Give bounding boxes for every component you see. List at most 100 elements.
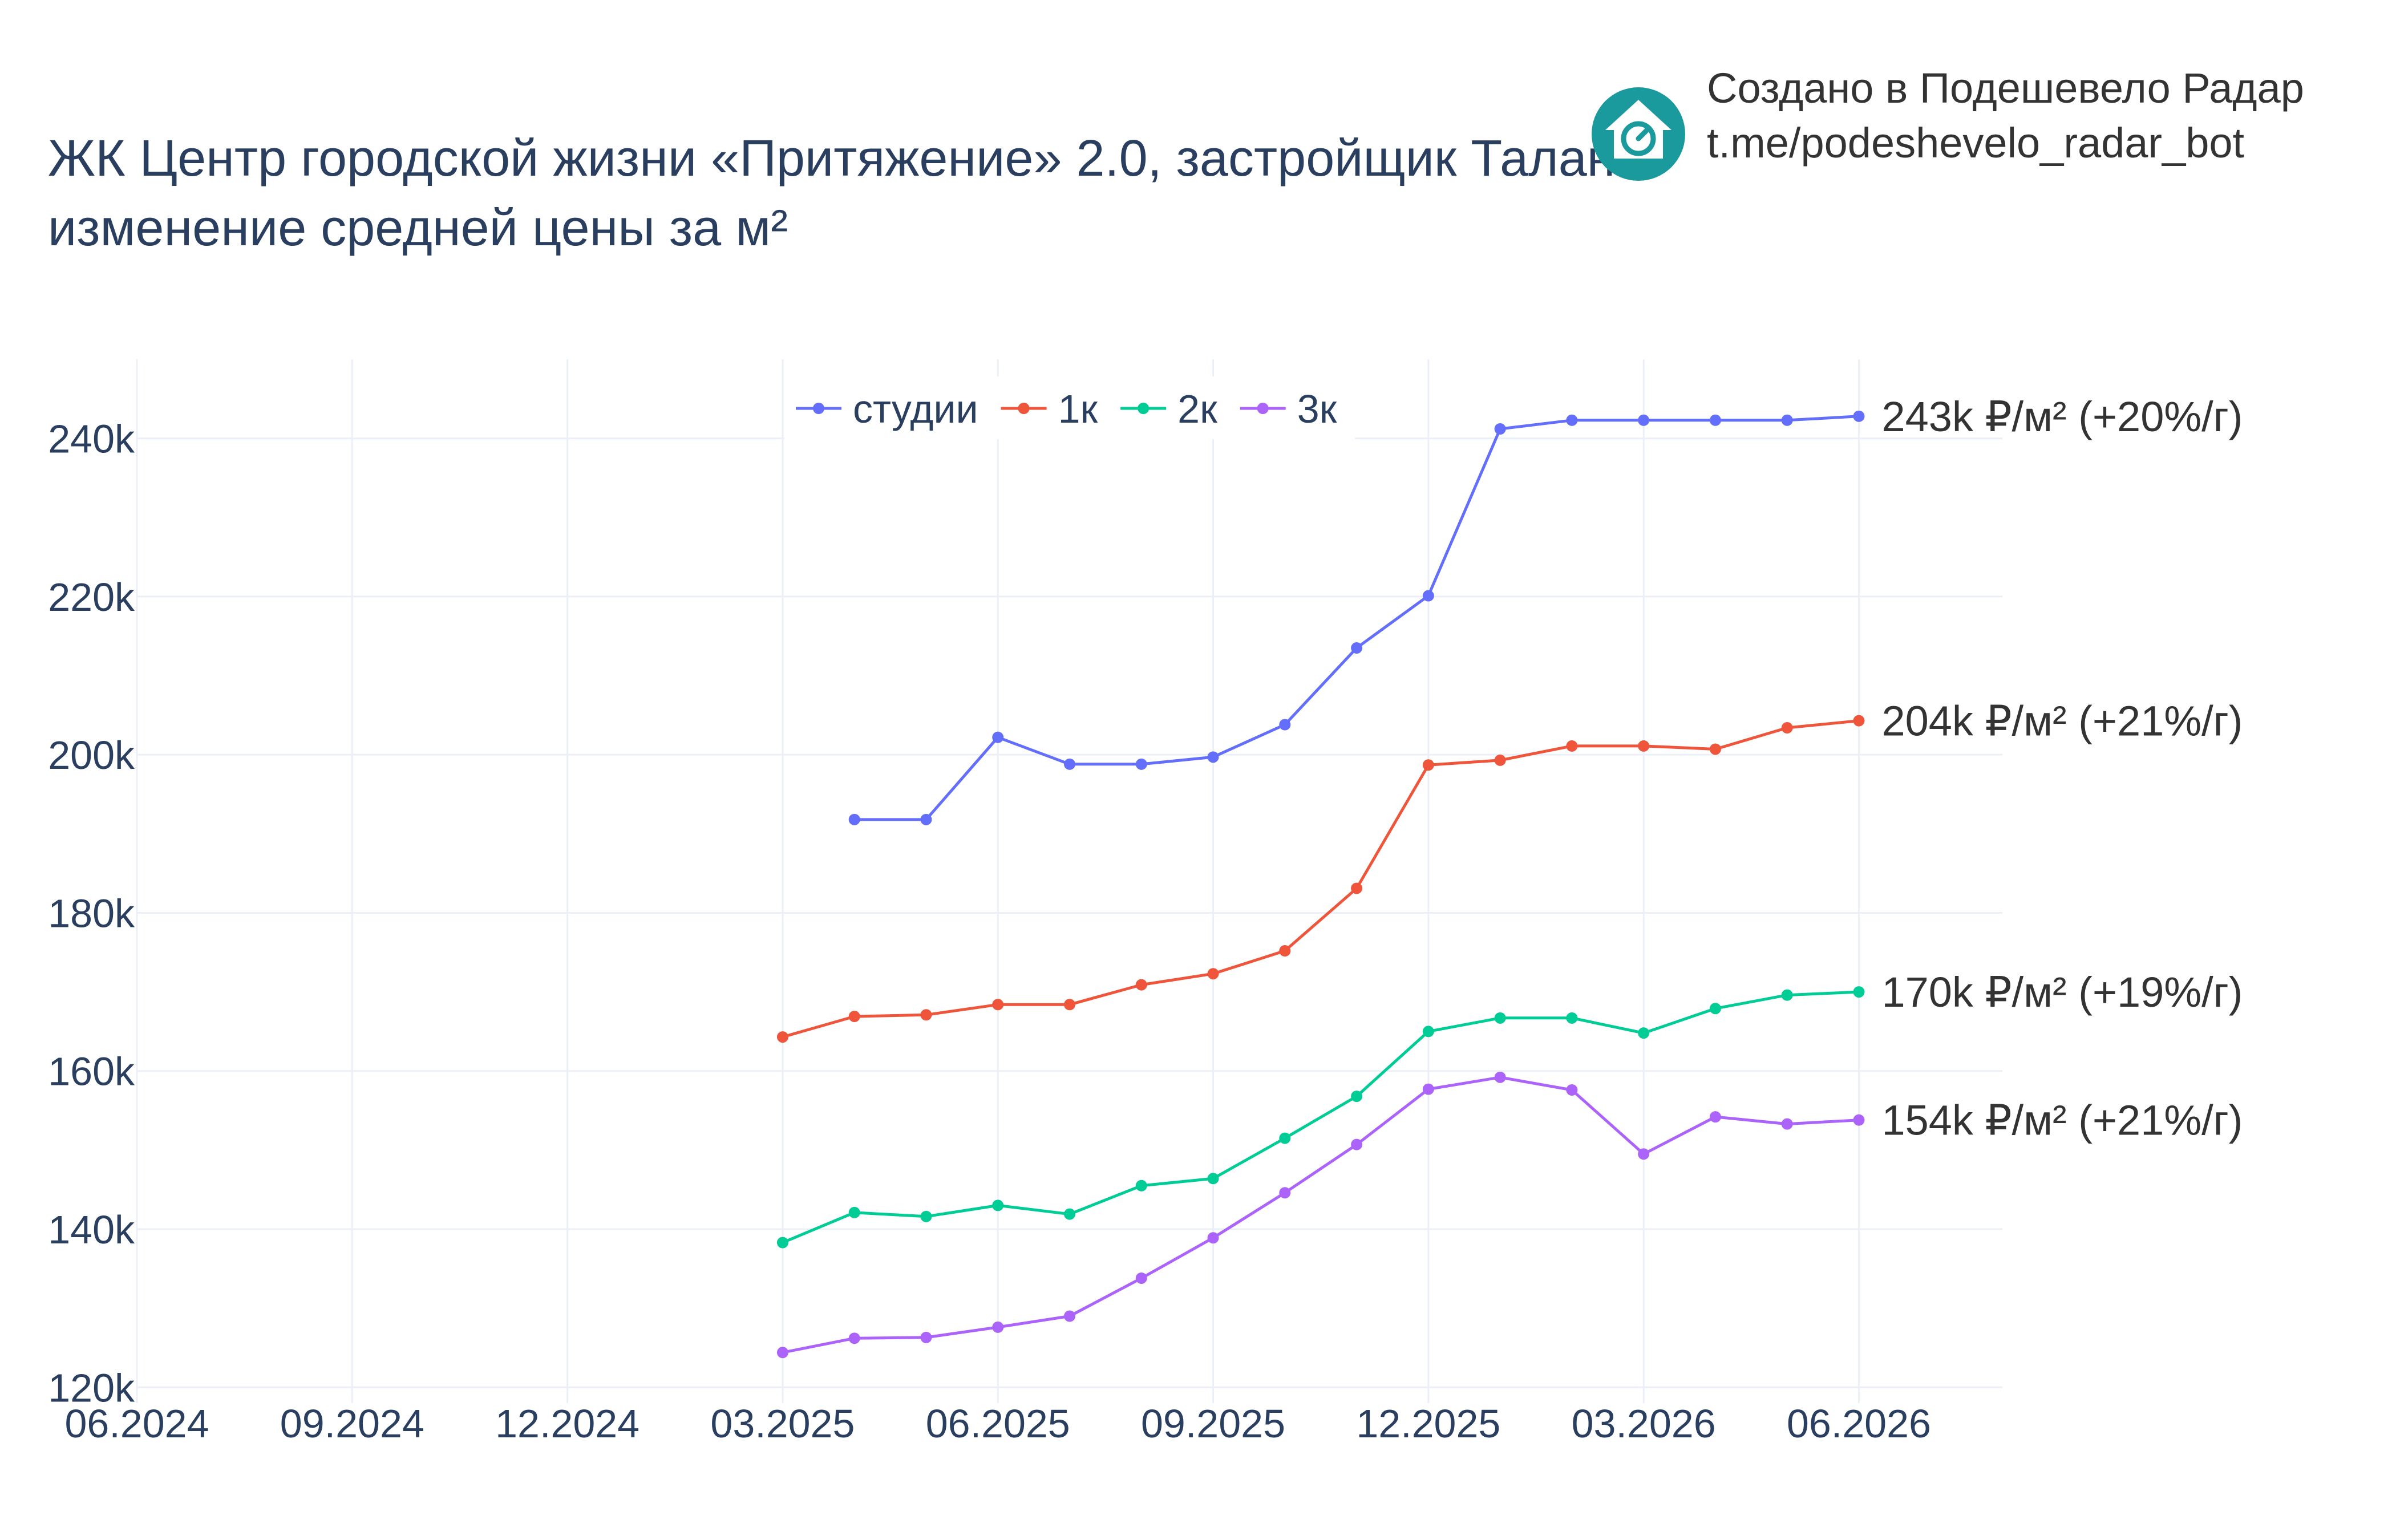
legend-marker (813, 403, 824, 414)
chart-title-line1: ЖК Центр городской жизни «Притяжение» 2.… (48, 130, 1616, 187)
legend-label-3[interactable]: 3к (1297, 387, 1337, 431)
data-point (848, 1011, 860, 1023)
x-tick-label: 06.2025 (926, 1401, 1070, 1446)
data-point (920, 813, 932, 825)
y-tick-label: 200k (48, 733, 135, 777)
x-tick-label: 12.2024 (495, 1401, 640, 1446)
data-point (920, 1210, 932, 1222)
data-point (1351, 1091, 1363, 1103)
data-point (1064, 758, 1075, 770)
data-point (1853, 986, 1865, 998)
data-point (1422, 759, 1434, 771)
data-point (1422, 1026, 1434, 1038)
series-lines (776, 410, 1865, 1359)
data-point (1279, 1132, 1291, 1144)
data-point (1135, 1180, 1147, 1192)
data-point (848, 1332, 860, 1344)
end-label-0: 243k ₽/м² (+20%/г) (1881, 393, 2243, 440)
legend: студии 1к 2к 3к (784, 376, 1355, 439)
series-line-1 (782, 719, 1859, 1039)
y-tick-label: 240k (48, 417, 135, 461)
series-line-0 (854, 415, 1859, 821)
x-tick-label: 06.2024 (64, 1401, 209, 1446)
data-point (1064, 1208, 1075, 1220)
data-point (1064, 999, 1075, 1011)
data-point (1351, 642, 1363, 654)
data-point (1279, 945, 1291, 957)
data-point (1207, 751, 1219, 763)
data-point (1853, 715, 1865, 727)
data-point (1638, 1148, 1650, 1160)
legend-marker (1257, 403, 1269, 414)
y-tick-label: 140k (48, 1207, 135, 1252)
data-point (1638, 414, 1650, 426)
data-point (1135, 979, 1147, 991)
grid-lines (136, 359, 2002, 1403)
series-line-3 (782, 1076, 1859, 1354)
data-point (1781, 414, 1793, 426)
data-point (920, 1009, 932, 1021)
branding-line2: t.me/podeshevelo_radar_bot (1707, 119, 2245, 167)
axis-ticks: 120k 140k 160k 180k 200k 220k 240k 06.2024 09.20… (48, 417, 1931, 1446)
data-point (1781, 989, 1793, 1001)
y-tick-label: 220k (48, 575, 135, 619)
end-label-2: 170k ₽/м² (+19%/г) (1881, 968, 2243, 1016)
data-point (1853, 1114, 1865, 1126)
data-point (1781, 1118, 1793, 1130)
data-point (776, 1347, 788, 1359)
data-point (848, 1206, 860, 1218)
data-point (1422, 590, 1434, 602)
data-point (1566, 414, 1578, 426)
data-point (1064, 1310, 1075, 1322)
data-point (1135, 1272, 1147, 1284)
x-tick-label: 06.2026 (1787, 1401, 1931, 1446)
data-point (1781, 722, 1793, 734)
data-point (848, 813, 860, 825)
data-point (1709, 1003, 1721, 1015)
data-point (1494, 1071, 1506, 1083)
legend-label-2[interactable]: 2к (1177, 387, 1217, 431)
data-point (1709, 414, 1721, 426)
chart-title-line2: изменение средней цены за м² (48, 200, 788, 257)
data-point (1638, 740, 1650, 752)
y-tick-label: 160k (48, 1049, 135, 1094)
series-line-2 (782, 990, 1859, 1244)
end-label-3: 154k ₽/м² (+21%/г) (1881, 1097, 2243, 1144)
x-tick-label: 09.2025 (1141, 1401, 1285, 1446)
data-point (776, 1237, 788, 1249)
data-point (1566, 1012, 1578, 1024)
x-tick-label: 03.2026 (1572, 1401, 1716, 1446)
legend-label-0[interactable]: студии (853, 387, 978, 431)
data-point (1207, 1232, 1219, 1244)
data-point (992, 731, 1004, 743)
data-point (920, 1331, 932, 1343)
data-point (1709, 1111, 1721, 1123)
x-tick-label: 12.2025 (1356, 1401, 1500, 1446)
end-label-1: 204k ₽/м² (+21%/г) (1881, 698, 2243, 745)
branding-logo (1592, 87, 1685, 181)
data-point (1207, 1173, 1219, 1185)
data-point (1566, 1084, 1578, 1096)
data-point (776, 1031, 788, 1043)
data-point (992, 999, 1004, 1011)
data-point (1494, 754, 1506, 766)
legend-marker (1138, 403, 1150, 414)
legend-marker (1018, 403, 1030, 414)
data-point (1207, 968, 1219, 980)
x-tick-label: 09.2024 (280, 1401, 424, 1446)
data-point (1853, 410, 1865, 422)
data-point (1422, 1083, 1434, 1095)
data-point (1709, 743, 1721, 755)
data-point (992, 1321, 1004, 1333)
end-labels: 243k ₽/м² (+20%/г) 204k ₽/м² (+21%/г) 170k… (1881, 393, 2243, 1144)
data-point (1351, 1138, 1363, 1150)
data-point (1279, 719, 1291, 731)
y-tick-label: 180k (48, 891, 135, 935)
data-point (992, 1199, 1004, 1211)
data-point (1279, 1187, 1291, 1199)
data-point (1638, 1027, 1650, 1039)
y-tick-label: 120k (48, 1365, 135, 1410)
x-tick-label: 03.2025 (710, 1401, 855, 1446)
legend-label-1[interactable]: 1к (1058, 387, 1098, 431)
